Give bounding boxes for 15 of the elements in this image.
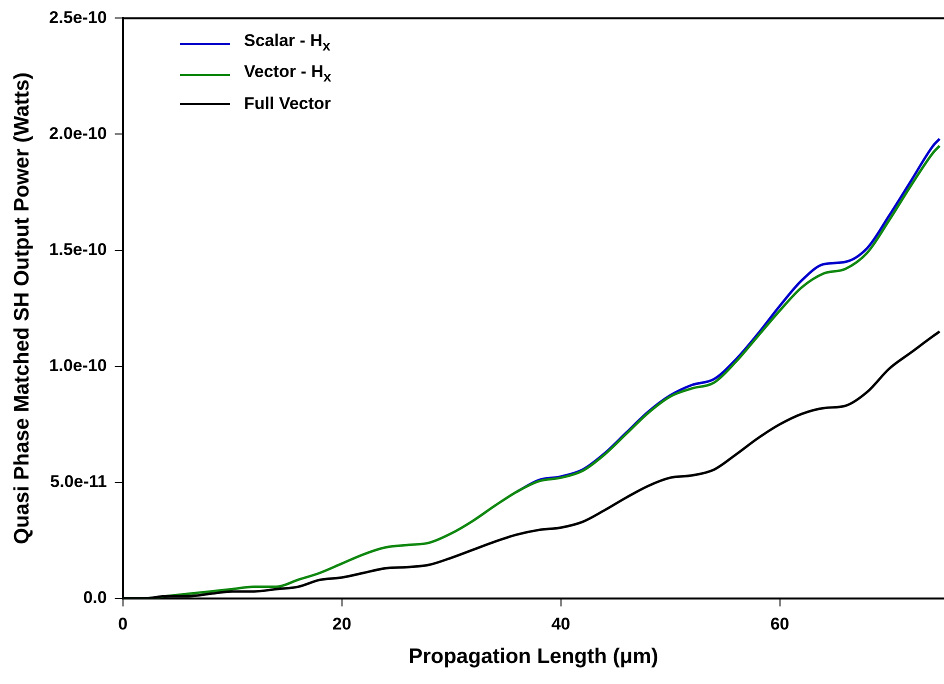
y-tick-label: 5.0e-11 — [50, 472, 107, 492]
x-tick-label: 60 — [770, 614, 790, 634]
x-tick-label: 20 — [332, 614, 352, 634]
legend-label: Full Vector — [244, 92, 331, 115]
y-tick-label: 2.0e-10 — [49, 124, 107, 143]
legend-label: Vector - H$_{x}$ — [244, 61, 332, 88]
y-tick-label: 1.5e-10 — [49, 240, 107, 259]
x-axis-title: Propagation Length (μm) — [408, 645, 658, 668]
y-tick-label: 2.5e-10 — [49, 8, 107, 27]
x-tick-label: 40 — [551, 614, 570, 634]
y-axis-title: Quasi Phase Matched SH Output Power (Watts) — [10, 72, 34, 544]
x-tick-label: 0 — [118, 614, 128, 634]
legend-label: Scalar - H$_{x}$ — [244, 30, 330, 56]
y-tick-label: 0.0 — [83, 588, 107, 608]
y-tick-label: 1.0e-10 — [49, 356, 107, 376]
